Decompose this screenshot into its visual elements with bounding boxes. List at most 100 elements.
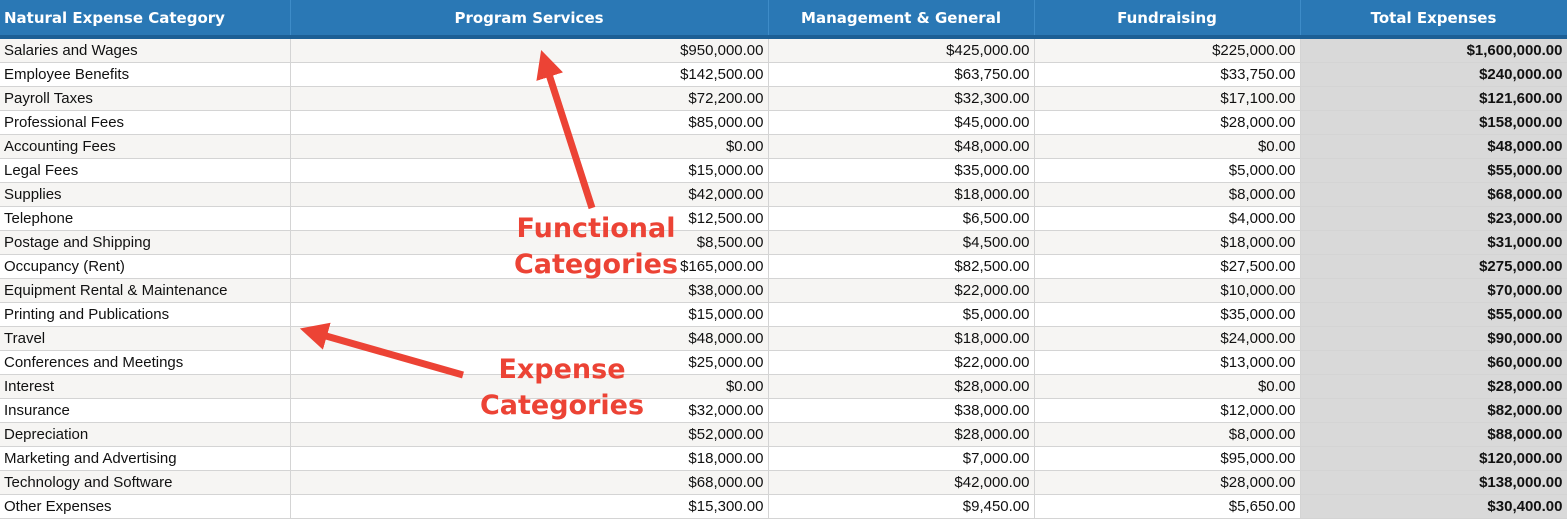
cell-category[interactable]: Depreciation [0,422,291,447]
cell-fundraising[interactable]: $18,000.00 [1034,230,1301,255]
cell-total-expenses[interactable]: $90,000.00 [1300,326,1567,351]
cell-category[interactable]: Accounting Fees [0,134,291,159]
cell-management-general[interactable]: $63,750.00 [768,62,1035,87]
cell-management-general[interactable]: $28,000.00 [768,422,1035,447]
cell-total-expenses[interactable]: $70,000.00 [1300,278,1567,303]
cell-category[interactable]: Marketing and Advertising [0,446,291,471]
cell-fundraising[interactable]: $28,000.00 [1034,470,1301,495]
cell-management-general[interactable]: $22,000.00 [768,350,1035,375]
cell-management-general[interactable]: $9,450.00 [768,494,1035,519]
cell-total-expenses[interactable]: $240,000.00 [1300,62,1567,87]
header-management-general[interactable]: Management & General [768,0,1035,39]
cell-category[interactable]: Payroll Taxes [0,86,291,111]
cell-program-services[interactable]: $0.00 [290,134,769,159]
cell-program-services[interactable]: $15,300.00 [290,494,769,519]
cell-total-expenses[interactable]: $138,000.00 [1300,470,1567,495]
cell-management-general[interactable]: $7,000.00 [768,446,1035,471]
cell-fundraising[interactable]: $12,000.00 [1034,398,1301,423]
cell-program-services[interactable]: $42,000.00 [290,182,769,207]
cell-total-expenses[interactable]: $88,000.00 [1300,422,1567,447]
cell-fundraising[interactable]: $5,000.00 [1034,158,1301,183]
cell-program-services[interactable]: $68,000.00 [290,470,769,495]
cell-management-general[interactable]: $82,500.00 [768,254,1035,279]
cell-fundraising[interactable]: $8,000.00 [1034,422,1301,447]
cell-category[interactable]: Occupancy (Rent) [0,254,291,279]
cell-fundraising[interactable]: $4,000.00 [1034,206,1301,231]
cell-category[interactable]: Insurance [0,398,291,423]
cell-program-services[interactable]: $38,000.00 [290,278,769,303]
cell-fundraising[interactable]: $27,500.00 [1034,254,1301,279]
cell-total-expenses[interactable]: $28,000.00 [1300,374,1567,399]
cell-category[interactable]: Telephone [0,206,291,231]
cell-total-expenses[interactable]: $121,600.00 [1300,86,1567,111]
cell-category[interactable]: Other Expenses [0,494,291,519]
header-natural-expense-category[interactable]: Natural Expense Category [0,0,291,39]
cell-category[interactable]: Conferences and Meetings [0,350,291,375]
cell-fundraising[interactable]: $10,000.00 [1034,278,1301,303]
cell-management-general[interactable]: $18,000.00 [768,182,1035,207]
cell-total-expenses[interactable]: $30,400.00 [1300,494,1567,519]
cell-management-general[interactable]: $5,000.00 [768,302,1035,327]
cell-program-services[interactable]: $32,000.00 [290,398,769,423]
cell-management-general[interactable]: $35,000.00 [768,158,1035,183]
cell-management-general[interactable]: $42,000.00 [768,470,1035,495]
cell-management-general[interactable]: $48,000.00 [768,134,1035,159]
cell-fundraising[interactable]: $8,000.00 [1034,182,1301,207]
cell-total-expenses[interactable]: $1,600,000.00 [1300,37,1567,63]
cell-management-general[interactable]: $38,000.00 [768,398,1035,423]
cell-program-services[interactable]: $950,000.00 [290,37,769,63]
cell-program-services[interactable]: $165,000.00 [290,254,769,279]
cell-program-services[interactable]: $142,500.00 [290,62,769,87]
cell-total-expenses[interactable]: $60,000.00 [1300,350,1567,375]
cell-category[interactable]: Salaries and Wages [0,37,291,63]
cell-total-expenses[interactable]: $68,000.00 [1300,182,1567,207]
cell-management-general[interactable]: $6,500.00 [768,206,1035,231]
cell-management-general[interactable]: $28,000.00 [768,374,1035,399]
cell-program-services[interactable]: $8,500.00 [290,230,769,255]
cell-category[interactable]: Employee Benefits [0,62,291,87]
cell-total-expenses[interactable]: $48,000.00 [1300,134,1567,159]
cell-fundraising[interactable]: $17,100.00 [1034,86,1301,111]
cell-category[interactable]: Legal Fees [0,158,291,183]
cell-management-general[interactable]: $4,500.00 [768,230,1035,255]
cell-category[interactable]: Professional Fees [0,110,291,135]
cell-program-services[interactable]: $52,000.00 [290,422,769,447]
cell-fundraising[interactable]: $35,000.00 [1034,302,1301,327]
cell-total-expenses[interactable]: $275,000.00 [1300,254,1567,279]
cell-program-services[interactable]: $15,000.00 [290,158,769,183]
cell-fundraising[interactable]: $0.00 [1034,134,1301,159]
cell-program-services[interactable]: $0.00 [290,374,769,399]
cell-category[interactable]: Printing and Publications [0,302,291,327]
cell-fundraising[interactable]: $225,000.00 [1034,37,1301,63]
cell-management-general[interactable]: $32,300.00 [768,86,1035,111]
cell-category[interactable]: Technology and Software [0,470,291,495]
cell-fundraising[interactable]: $13,000.00 [1034,350,1301,375]
cell-total-expenses[interactable]: $55,000.00 [1300,302,1567,327]
cell-management-general[interactable]: $425,000.00 [768,37,1035,63]
cell-fundraising[interactable]: $24,000.00 [1034,326,1301,351]
cell-program-services[interactable]: $48,000.00 [290,326,769,351]
cell-category[interactable]: Travel [0,326,291,351]
cell-program-services[interactable]: $15,000.00 [290,302,769,327]
cell-program-services[interactable]: $18,000.00 [290,446,769,471]
header-fundraising[interactable]: Fundraising [1034,0,1301,39]
cell-total-expenses[interactable]: $82,000.00 [1300,398,1567,423]
cell-program-services[interactable]: $85,000.00 [290,110,769,135]
cell-category[interactable]: Interest [0,374,291,399]
cell-total-expenses[interactable]: $120,000.00 [1300,446,1567,471]
cell-management-general[interactable]: $22,000.00 [768,278,1035,303]
cell-management-general[interactable]: $18,000.00 [768,326,1035,351]
header-total-expenses[interactable]: Total Expenses [1300,0,1567,39]
cell-total-expenses[interactable]: $55,000.00 [1300,158,1567,183]
cell-management-general[interactable]: $45,000.00 [768,110,1035,135]
cell-fundraising[interactable]: $28,000.00 [1034,110,1301,135]
cell-program-services[interactable]: $72,200.00 [290,86,769,111]
cell-category[interactable]: Supplies [0,182,291,207]
cell-program-services[interactable]: $12,500.00 [290,206,769,231]
header-program-services[interactable]: Program Services [290,0,769,39]
cell-category[interactable]: Postage and Shipping [0,230,291,255]
cell-fundraising[interactable]: $33,750.00 [1034,62,1301,87]
cell-total-expenses[interactable]: $158,000.00 [1300,110,1567,135]
cell-fundraising[interactable]: $0.00 [1034,374,1301,399]
cell-category[interactable]: Equipment Rental & Maintenance [0,278,291,303]
